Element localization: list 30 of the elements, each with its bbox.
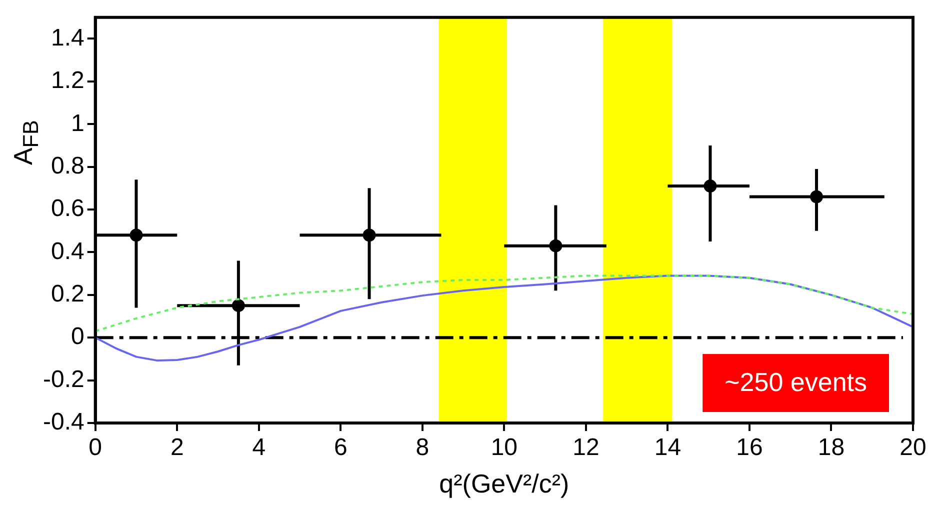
point	[704, 180, 717, 193]
x-tick-label: 2	[170, 434, 184, 462]
x-axis-title: q²(GeV²/c²)	[439, 468, 570, 499]
point	[549, 239, 562, 252]
point	[810, 190, 824, 204]
y-tick-label: 0.6	[50, 195, 84, 222]
x-tick-label: 6	[334, 434, 348, 462]
y-tick-label: 1.4	[50, 24, 84, 52]
y-tick-label: -0.4	[42, 408, 84, 436]
y-tick-label: 0.4	[50, 238, 84, 265]
x-tick-label: 4	[252, 434, 266, 462]
x-tick-label: 14	[654, 434, 682, 462]
annotation: ~250 events	[724, 367, 867, 398]
x-tick-label: 20	[900, 434, 926, 462]
x-tick-label: 10	[490, 434, 518, 462]
point	[130, 228, 143, 242]
point	[362, 228, 376, 242]
x-tick-label: 12	[572, 434, 600, 462]
x-tick-label: 16	[736, 434, 763, 462]
y-tick-label: 0.8	[50, 152, 84, 180]
point	[232, 299, 245, 312]
x-tick-label: 0	[88, 434, 102, 462]
y-tick-label: 0.2	[50, 280, 84, 308]
x-tick-label: 8	[416, 434, 430, 462]
y-tick-label: 1	[70, 110, 84, 137]
line-series	[95, 274, 913, 332]
y-tick-label: -0.2	[42, 366, 84, 393]
x-tick-label: 18	[818, 434, 845, 462]
y-tick-label: 1.2	[50, 67, 84, 94]
y-tick-label: 0	[70, 323, 84, 350]
